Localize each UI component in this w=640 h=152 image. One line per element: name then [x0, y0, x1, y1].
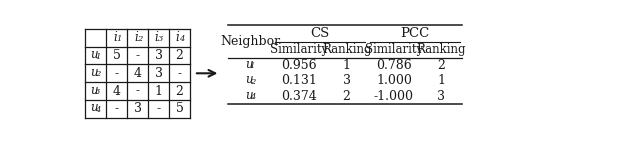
Text: u: u — [244, 58, 252, 71]
Text: -: - — [136, 85, 140, 97]
Text: 0.956: 0.956 — [282, 59, 317, 72]
Text: 1: 1 — [437, 74, 445, 87]
Text: 5: 5 — [113, 49, 121, 62]
Text: 0.131: 0.131 — [282, 74, 317, 87]
Text: -: - — [157, 102, 161, 115]
Text: 2: 2 — [175, 85, 184, 97]
Text: 3: 3 — [134, 102, 141, 115]
Text: u: u — [90, 66, 98, 79]
Text: 3: 3 — [342, 74, 351, 87]
Text: 1: 1 — [342, 59, 351, 72]
Text: i: i — [113, 31, 116, 44]
Text: 3: 3 — [155, 67, 163, 80]
Text: -: - — [136, 49, 140, 62]
Text: 4: 4 — [95, 106, 100, 114]
Text: 4: 4 — [250, 93, 255, 101]
Text: Ranking: Ranking — [322, 43, 371, 56]
Text: 2: 2 — [95, 70, 100, 78]
Text: u: u — [90, 101, 98, 114]
Text: 3: 3 — [155, 49, 163, 62]
Text: i: i — [134, 31, 138, 44]
Text: i: i — [155, 31, 159, 44]
Text: Neighbor: Neighbor — [220, 35, 280, 48]
Text: u: u — [244, 73, 252, 86]
Text: 2: 2 — [250, 78, 255, 86]
Text: 1: 1 — [250, 62, 255, 70]
Text: u: u — [244, 89, 252, 102]
Text: Ranking: Ranking — [417, 43, 466, 56]
Text: 3: 3 — [437, 90, 445, 102]
Text: PCC: PCC — [400, 27, 429, 40]
Text: u: u — [90, 48, 98, 61]
Text: 4: 4 — [179, 35, 184, 43]
Text: 4: 4 — [134, 67, 141, 80]
Text: 2: 2 — [137, 35, 142, 43]
Text: 1: 1 — [95, 53, 100, 61]
Text: 0.374: 0.374 — [282, 90, 317, 102]
Text: 1.000: 1.000 — [376, 74, 412, 87]
Text: 3: 3 — [158, 35, 163, 43]
Text: 2: 2 — [437, 59, 445, 72]
Text: -: - — [115, 102, 119, 115]
Text: 0.786: 0.786 — [376, 59, 412, 72]
Text: 1: 1 — [116, 35, 122, 43]
Text: 2: 2 — [175, 49, 184, 62]
Text: 4: 4 — [113, 85, 121, 97]
Text: -: - — [115, 67, 119, 80]
Text: Similarity: Similarity — [270, 43, 328, 56]
Text: 3: 3 — [95, 88, 100, 96]
Text: 2: 2 — [342, 90, 351, 102]
Text: -: - — [177, 67, 182, 80]
Text: 1: 1 — [155, 85, 163, 97]
Text: Similarity: Similarity — [365, 43, 423, 56]
Text: CS: CS — [310, 27, 330, 40]
Text: 5: 5 — [175, 102, 184, 115]
Text: u: u — [90, 84, 98, 97]
Text: i: i — [176, 31, 180, 44]
Text: -1.000: -1.000 — [374, 90, 414, 102]
